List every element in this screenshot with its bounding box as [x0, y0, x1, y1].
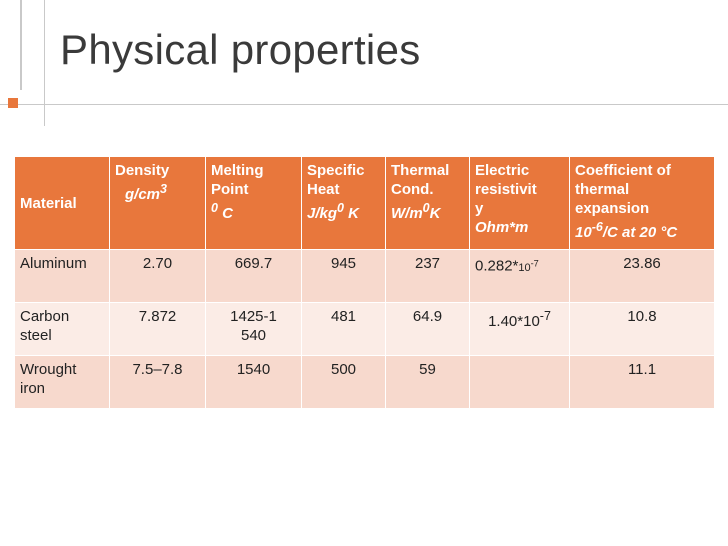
cell-melting-point: 669.7 [205, 249, 302, 303]
cell-melting-point: 1425-1540 [205, 302, 302, 356]
cell-thermal-conductivity: 237 [385, 249, 470, 303]
decor-orange-square [8, 98, 18, 108]
header-electric-resistivity: Electric resistivit y Ohm*m [469, 156, 570, 250]
table-header-row: Material Density g/cm3 Melting Point 0 C… [14, 156, 715, 250]
properties-table: Material Density g/cm3 Melting Point 0 C… [14, 156, 715, 409]
table-row: Carbon steel 7.872 1425-1540 481 64.9 1.… [14, 302, 715, 356]
decor-horizontal-line [0, 104, 728, 105]
cell-density: 2.70 [109, 249, 206, 303]
decor-vertical-line-right [44, 0, 45, 126]
header-material: Material [14, 156, 110, 250]
cell-thermal-expansion: 11.1 [569, 355, 715, 409]
cell-material: Aluminum [14, 249, 110, 303]
cell-material: Carbon steel [14, 302, 110, 356]
cell-density: 7.5–7.8 [109, 355, 206, 409]
header-thermal-conductivity: Thermal Cond. W/m0K [385, 156, 470, 250]
cell-thermal-conductivity: 59 [385, 355, 470, 409]
header-density: Density g/cm3 [109, 156, 206, 250]
table-row: Wrought iron 7.5–7.8 1540 500 59 11.1 [14, 355, 715, 409]
header-melting-point: Melting Point 0 C [205, 156, 302, 250]
cell-thermal-conductivity: 64.9 [385, 302, 470, 356]
cell-material: Wrought iron [14, 355, 110, 409]
slide-title: Physical properties [60, 26, 421, 73]
cell-specific-heat: 500 [301, 355, 386, 409]
table-row: Aluminum 2.70 669.7 945 237 0.282*10-7 2… [14, 249, 715, 303]
cell-specific-heat: 945 [301, 249, 386, 303]
cell-thermal-expansion: 23.86 [569, 249, 715, 303]
cell-electric-resistivity: 0.282*10-7 [469, 249, 570, 303]
cell-specific-heat: 481 [301, 302, 386, 356]
header-thermal-expansion: Coefficient of thermal expansion 10-6/C … [569, 156, 715, 250]
cell-electric-resistivity [469, 355, 570, 409]
header-specific-heat: Specific Heat J/kg0 K [301, 156, 386, 250]
cell-melting-point: 1540 [205, 355, 302, 409]
decor-vertical-line-left [20, 0, 22, 90]
cell-electric-resistivity: 1.40*10-7 [469, 302, 570, 356]
cell-density: 7.872 [109, 302, 206, 356]
cell-thermal-expansion: 10.8 [569, 302, 715, 356]
